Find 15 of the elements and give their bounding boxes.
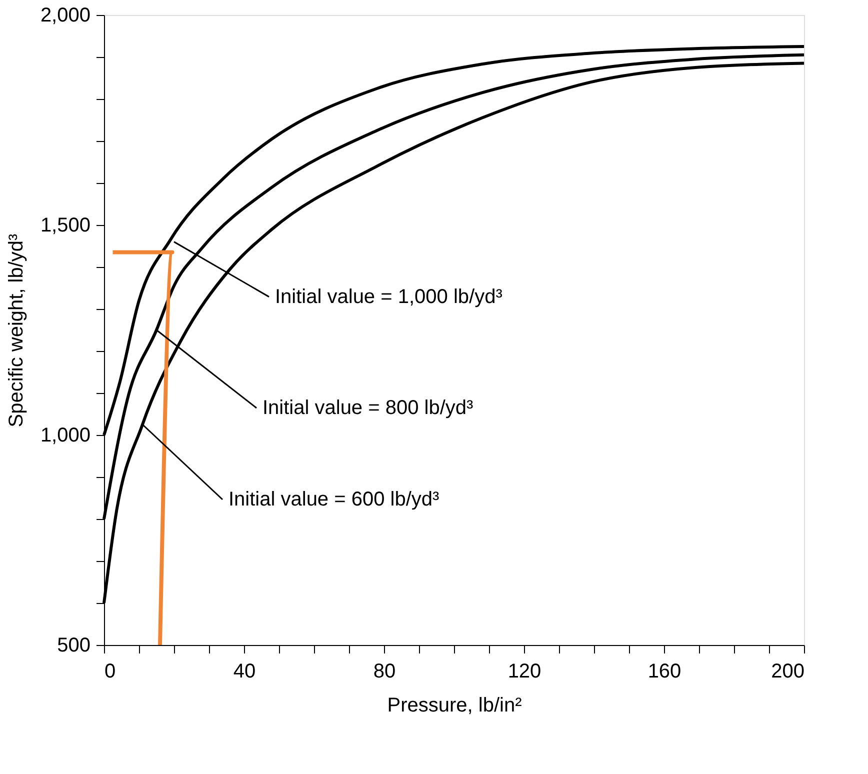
- x-tick-label: 40: [233, 660, 256, 682]
- annotation: Initial value = 800 lb/yd³: [262, 397, 474, 419]
- x-tick-label: 0: [104, 660, 116, 682]
- y-tick-label: 500: [57, 634, 90, 656]
- y-tick-label: 2,000: [40, 4, 90, 26]
- y-axis-title: Specific weight, lb/yd³: [5, 233, 28, 428]
- x-tick-label: 200: [771, 660, 804, 682]
- annotation: Initial value = 600 lb/yd³: [228, 488, 440, 510]
- x-tick-label: 160: [648, 660, 682, 682]
- y-tick-label: 1,500: [40, 214, 90, 236]
- x-axis-title: Pressure, lb/in²: [387, 694, 522, 716]
- x-tick-label: 120: [508, 660, 542, 682]
- y-tick-label: 1,000: [40, 424, 90, 446]
- annotation: Initial value = 1,000 lb/yd³: [275, 286, 503, 308]
- x-tick-label: 80: [373, 660, 396, 682]
